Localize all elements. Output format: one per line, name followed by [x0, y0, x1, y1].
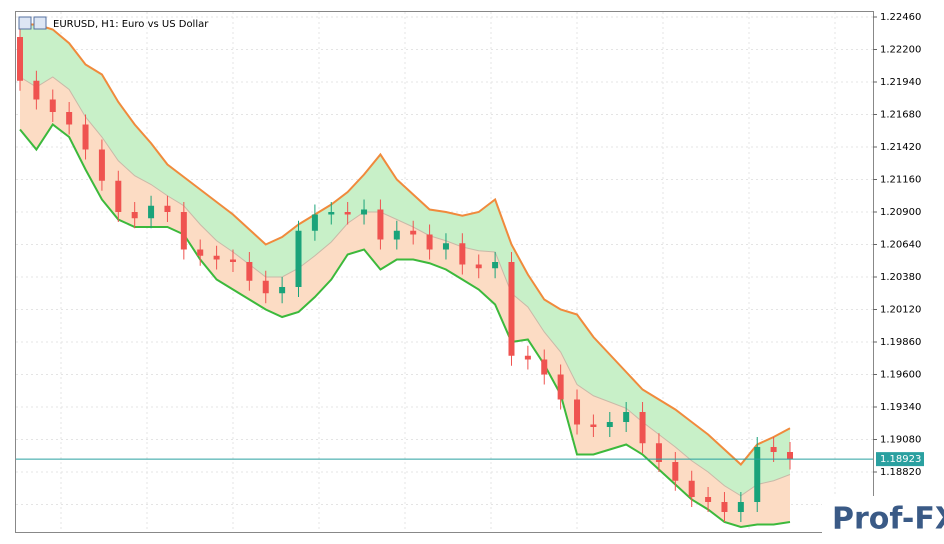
- candle-body: [229, 259, 236, 262]
- y-tick-label: 1.20380: [880, 272, 921, 283]
- lower-band: [19, 123, 791, 529]
- candle-body: [148, 205, 155, 219]
- watermark-text: Prof-FX: [832, 502, 944, 537]
- candle-body: [721, 502, 728, 512]
- candle-body: [770, 447, 777, 452]
- candles: [17, 27, 793, 522]
- icon: [33, 16, 47, 30]
- candle-body: [606, 422, 613, 427]
- candle-body: [393, 230, 400, 240]
- candle-body: [295, 230, 302, 287]
- candle-body: [688, 480, 695, 497]
- candle-body: [213, 255, 220, 260]
- candle-body: [33, 80, 40, 100]
- candle-body: [410, 230, 417, 235]
- y-tick-label: 1.21680: [880, 110, 921, 121]
- candle-body: [737, 502, 744, 512]
- y-tick-label: 1.21420: [880, 142, 921, 153]
- plot-border: [15, 11, 874, 533]
- current-price-label: 1.18923: [880, 454, 921, 465]
- candle-body: [475, 264, 482, 269]
- candle-body: [426, 234, 433, 250]
- y-tick-label: 1.18820: [880, 467, 921, 478]
- candle-body: [279, 287, 286, 294]
- candle-body: [164, 205, 171, 212]
- y-tick-label: 1.21940: [880, 77, 921, 88]
- chart-title: EURUSD, H1: Euro vs US Dollar: [53, 19, 209, 30]
- current-price-box: [876, 452, 924, 467]
- candle-body: [262, 280, 269, 294]
- candle-body: [442, 243, 449, 250]
- candle-body: [361, 209, 368, 215]
- candle-body: [590, 424, 597, 427]
- y-axis: 1.22460 1.22200 1.21940 1.21680 1.21420 1.211…: [16, 12, 924, 511]
- band-fill: [20, 24, 790, 496]
- upper-band: [20, 23, 791, 466]
- candle-body: [328, 212, 335, 215]
- candle-body: [246, 262, 253, 281]
- y-tick-label: 1.20900: [880, 207, 921, 218]
- candle-body: [180, 212, 187, 250]
- candle-body: [787, 452, 793, 460]
- y-tick-label: 1.21160: [880, 175, 921, 186]
- candle-body: [17, 37, 23, 81]
- candle-body: [344, 212, 351, 215]
- icon: [18, 16, 32, 30]
- candle-body: [197, 249, 204, 256]
- y-tick-label: 1.19340: [880, 402, 921, 413]
- watermark: Prof-FX: [822, 496, 944, 544]
- candle-body: [541, 359, 548, 375]
- y-tick-label: 1.19080: [880, 435, 921, 446]
- candle-body: [82, 124, 89, 150]
- middle-band: [19, 76, 791, 497]
- y-tick-label: 1.20640: [880, 240, 921, 251]
- candle-body: [508, 262, 515, 356]
- candle-body: [623, 412, 630, 422]
- watermark-box: [822, 496, 944, 544]
- band-fill: [20, 77, 790, 527]
- candle-body: [459, 243, 466, 265]
- title-bar: EURUSD, H1: Euro vs US Dollar: [18, 16, 209, 30]
- candle-body: [754, 447, 761, 502]
- candle-body: [311, 214, 318, 231]
- candle-body: [377, 209, 384, 240]
- bands: [19, 23, 791, 529]
- candle-body: [115, 180, 122, 212]
- candle-body: [705, 497, 712, 502]
- candle-body: [639, 412, 646, 444]
- y-tick-label: 1.22200: [880, 45, 921, 56]
- y-tick-label: 1.19860: [880, 337, 921, 348]
- candle-body: [524, 355, 531, 360]
- candle-body: [655, 443, 662, 462]
- candle-body: [66, 112, 73, 125]
- candle-body: [557, 374, 564, 400]
- y-tick-label: 1.22460: [880, 12, 921, 23]
- candle-body: [492, 262, 499, 269]
- candle-body: [574, 399, 581, 425]
- y-tick-label: 1.19600: [880, 370, 921, 381]
- candle-body: [131, 212, 138, 219]
- candle-body: [672, 462, 679, 481]
- candle-body: [98, 149, 105, 181]
- y-tick-label: 1.20120: [880, 305, 921, 316]
- candle-body: [49, 99, 56, 112]
